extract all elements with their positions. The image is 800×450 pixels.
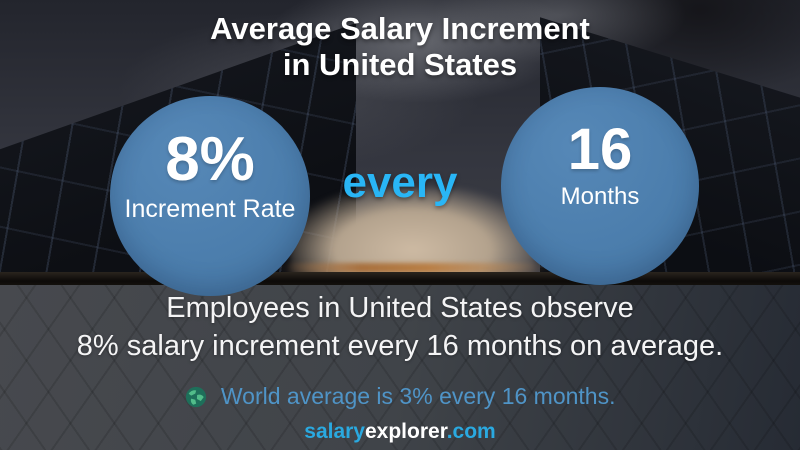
- bottom-panel: [0, 285, 800, 450]
- globe-icon: [185, 386, 207, 414]
- footer-brand-link[interactable]: salaryexplorer.com: [0, 420, 800, 444]
- title-line-1: Average Salary Increment: [210, 11, 590, 46]
- increment-rate-label: Increment Rate: [124, 194, 296, 223]
- months-value: 16: [567, 117, 633, 182]
- page-title: Average Salary Increment in United State…: [0, 11, 800, 83]
- footer-brand-com: .com: [446, 420, 496, 443]
- connector-text: every: [342, 158, 458, 207]
- world-average-text: World average is 3% every 16 months.: [220, 383, 616, 409]
- months-circle: 16 Months: [501, 87, 699, 285]
- increment-rate-content: 8% Increment Rate: [124, 124, 296, 224]
- footer-brand-explorer: explorer: [365, 420, 447, 443]
- world-average-note: World average is 3% every 16 months.: [0, 383, 800, 414]
- footer-brand-salary: salary: [304, 420, 365, 443]
- summary-line-1: Employees in United States observe: [166, 292, 634, 324]
- summary-line-2: 8% salary increment every 16 months on a…: [76, 330, 724, 362]
- title-line-2: in United States: [282, 47, 518, 82]
- increment-rate-value: 8%: [165, 124, 255, 194]
- increment-rate-circle: 8% Increment Rate: [110, 96, 310, 296]
- lobby-glow: [280, 263, 550, 273]
- months-content: 16 Months: [561, 121, 640, 211]
- summary-text: Employees in United States observe 8% sa…: [0, 289, 800, 365]
- months-label: Months: [560, 183, 640, 210]
